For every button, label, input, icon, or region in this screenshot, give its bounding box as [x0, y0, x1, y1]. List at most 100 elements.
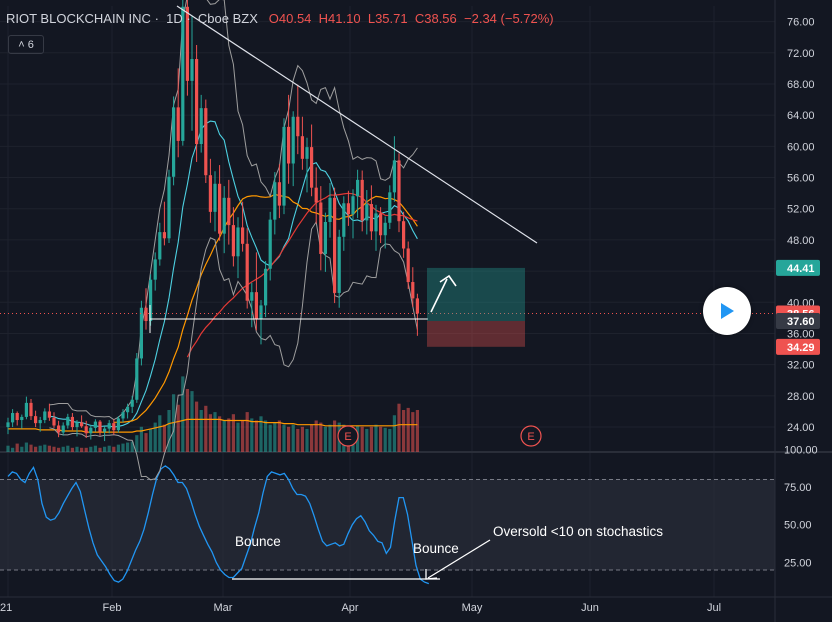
candle-body	[218, 183, 222, 234]
play-button[interactable]	[703, 287, 751, 335]
volume-bar	[222, 420, 226, 452]
stoch-line	[7, 465, 430, 585]
price-badge-label: 34.29	[787, 342, 815, 354]
drawings[interactable]: E E Bounce Bounce Oversold <10 on stochastic…	[0, 5, 775, 580]
stoch-tick-label: 100.00	[784, 444, 818, 456]
time-tick-label: Jun	[581, 602, 599, 614]
volume-bar	[328, 424, 332, 452]
candle-body	[383, 222, 387, 236]
volume-bar	[411, 412, 415, 452]
price-tick-label: 32.00	[787, 360, 815, 372]
interval-label[interactable]: 1D	[166, 11, 183, 26]
volume-bar	[208, 414, 212, 452]
price-tick-label: 68.00	[787, 79, 815, 91]
candle-body	[310, 147, 314, 188]
volume-bar	[365, 428, 369, 452]
candle-body	[402, 221, 406, 249]
candle-body	[264, 268, 268, 306]
price-tick-label: 60.00	[787, 141, 815, 153]
candle-body	[300, 136, 304, 159]
indicators-toggle[interactable]: ˄ 6	[8, 35, 44, 54]
up-arrow-head	[439, 274, 457, 287]
volume-bar	[29, 444, 33, 452]
volume-bar	[20, 446, 24, 452]
volume-bar	[11, 447, 15, 452]
candle-body	[20, 416, 24, 421]
volume-bar	[213, 412, 217, 452]
symbol-name[interactable]: RIOT BLOCKCHAIN INC	[6, 11, 151, 26]
price-tick-label: 36.00	[787, 328, 815, 340]
indicator-count: 6	[27, 38, 34, 51]
candle-body	[52, 417, 56, 426]
candle-body	[144, 307, 148, 322]
annotation-label: Oversold <10 on stochastics	[493, 524, 663, 539]
candle-body	[66, 416, 70, 426]
candle-body	[245, 243, 249, 301]
close-value: 38.56	[424, 11, 457, 26]
candle-body	[351, 196, 355, 215]
earnings-marker: E	[520, 425, 542, 447]
candle-body	[116, 418, 120, 431]
volume-bar	[333, 420, 337, 452]
volume-bar	[204, 405, 208, 452]
target-zone	[427, 267, 525, 322]
candle-body	[162, 232, 166, 239]
candle-body	[15, 413, 19, 421]
volume-bar	[126, 442, 130, 452]
time-tick-label: Mar	[214, 602, 233, 614]
volume-bar	[374, 424, 378, 452]
volume-bar	[319, 422, 323, 452]
change-value: −2.34 (−5.72%)	[464, 11, 554, 26]
candle-body	[305, 147, 309, 159]
volume-bar	[167, 410, 171, 452]
candle-body	[411, 282, 415, 299]
volume-bar	[273, 422, 277, 452]
volume-bar	[277, 420, 281, 452]
price-tick-label: 48.00	[787, 235, 815, 247]
candle-body	[388, 192, 392, 223]
candle-body	[222, 197, 226, 234]
candle-body	[190, 59, 194, 81]
candle-body	[273, 182, 277, 220]
volume-bar	[61, 446, 65, 452]
axes: 24.0028.0032.0036.0040.0044.0048.0052.00…	[0, 17, 820, 614]
oversold-arrow	[427, 539, 491, 579]
volume-bar	[112, 446, 116, 452]
candle-body	[167, 176, 171, 239]
earnings-marker-circle	[520, 425, 542, 447]
time-tick-label: Apr	[341, 602, 358, 614]
chevron-up-icon: ˄	[18, 38, 25, 51]
candle-body	[6, 422, 10, 428]
volume-bar	[300, 426, 304, 452]
volume-bar	[190, 391, 194, 452]
candle-body	[365, 204, 369, 221]
candle-body	[135, 358, 139, 400]
price-tick-label: 56.00	[787, 173, 815, 185]
candle-body	[195, 59, 199, 145]
candle-body	[227, 197, 231, 226]
candle-body	[112, 423, 116, 431]
volume-bar	[379, 426, 383, 452]
up-arrow-shaft	[430, 278, 448, 313]
time-tick-label: May	[462, 602, 483, 614]
candle-body	[24, 402, 28, 417]
candle-body	[369, 204, 373, 232]
oversold-arrow-head	[425, 569, 438, 580]
annotation-label: Bounce	[235, 534, 281, 549]
volume-bar	[57, 447, 61, 452]
volume-bar	[66, 445, 70, 452]
candle-body	[139, 307, 143, 359]
ma-long-line	[186, 192, 418, 358]
volume-bar	[107, 445, 111, 452]
volume-bar	[135, 435, 139, 452]
exchange-label: Cboe BZX	[197, 11, 258, 26]
price-tick-label: 28.00	[787, 391, 815, 403]
candle-body	[277, 182, 281, 206]
candle-body	[98, 421, 102, 432]
candle-body	[291, 116, 295, 164]
annotation-label: Bounce	[413, 541, 459, 556]
candle-body	[75, 422, 79, 428]
close-key: C	[414, 11, 425, 26]
volume-bar	[84, 447, 88, 452]
